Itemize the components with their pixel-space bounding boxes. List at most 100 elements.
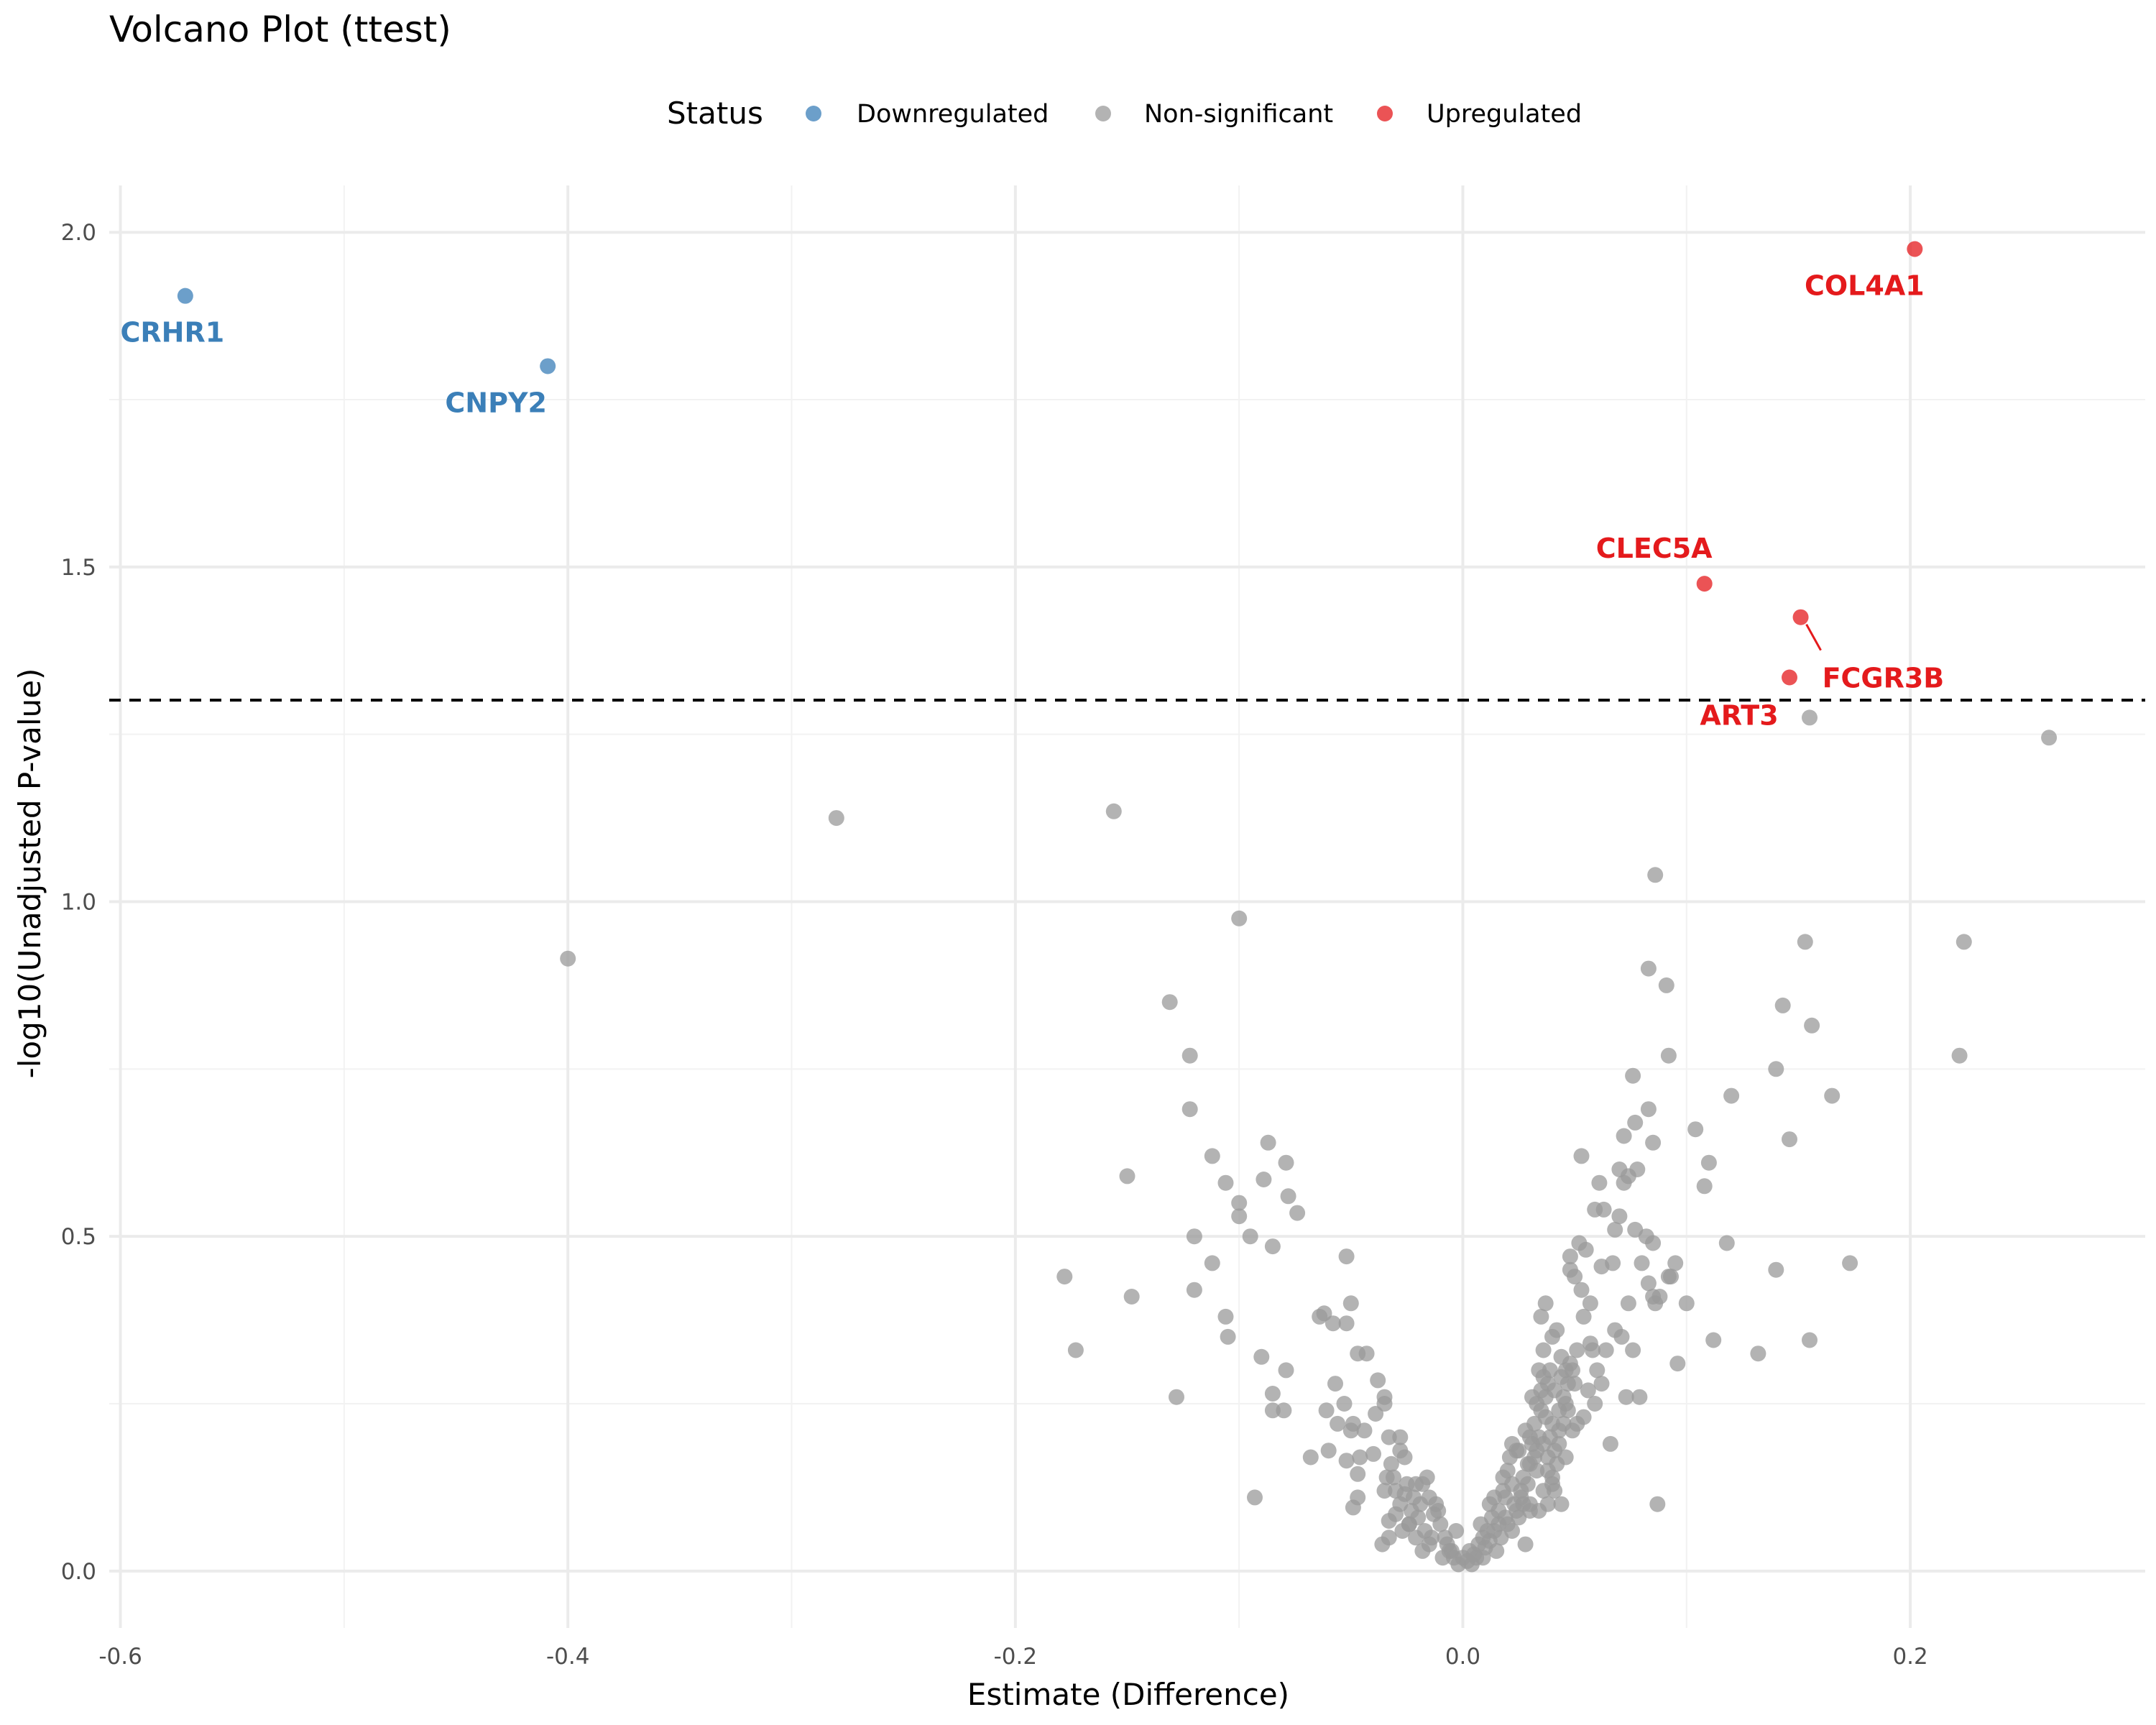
data-point-non-significant <box>2041 730 2058 746</box>
data-point-non-significant <box>1625 1067 1641 1084</box>
data-point-non-significant <box>1687 1121 1704 1138</box>
data-point-non-significant <box>1473 1516 1489 1532</box>
data-point-non-significant <box>1381 1530 1397 1546</box>
data-point-non-significant <box>1631 1389 1648 1405</box>
data-point-non-significant <box>1408 1476 1424 1492</box>
data-point-non-significant <box>828 810 844 827</box>
legend-title: Status <box>667 96 763 131</box>
data-point-non-significant <box>1342 1295 1359 1312</box>
data-point-non-significant <box>1386 1469 1401 1486</box>
data-point-non-significant <box>1325 1315 1341 1332</box>
data-point-non-significant <box>1181 1101 1198 1118</box>
y-tick-label: 0.0 <box>61 1559 96 1585</box>
data-point-non-significant <box>1181 1047 1198 1064</box>
data-point-non-significant <box>1824 1087 1841 1104</box>
data-point-non-significant <box>1705 1332 1722 1348</box>
data-point-non-significant <box>1105 803 1122 819</box>
data-point-non-significant <box>1186 1282 1202 1298</box>
x-tick-label: -0.2 <box>994 1644 1038 1670</box>
data-point-non-significant <box>1517 1422 1534 1439</box>
data-point-non-significant <box>1338 1315 1355 1332</box>
data-point-non-significant <box>1768 1061 1784 1077</box>
data-point-non-significant <box>1582 1335 1598 1352</box>
data-point-non-significant <box>1231 1208 1248 1225</box>
data-point-non-significant <box>1573 1148 1590 1164</box>
data-point-non-significant <box>1204 1255 1220 1271</box>
data-point-non-significant <box>1640 960 1657 977</box>
data-point-non-significant <box>1700 1154 1717 1171</box>
data-point-non-significant <box>1280 1188 1296 1205</box>
data-point-non-significant <box>1531 1362 1547 1379</box>
data-point-non-significant <box>1356 1422 1373 1439</box>
data-point-non-significant <box>1253 1348 1270 1365</box>
data-point-non-significant <box>1448 1523 1465 1539</box>
data-point-non-significant <box>1338 1453 1355 1469</box>
data-point-non-significant <box>1667 1255 1684 1271</box>
data-point-non-significant <box>1658 977 1674 993</box>
data-point-non-significant <box>1260 1134 1276 1151</box>
data-point-non-significant <box>1231 1195 1248 1211</box>
data-point-non-significant <box>1663 1269 1679 1285</box>
data-points <box>177 241 2058 1573</box>
data-point-non-significant <box>1618 1389 1634 1405</box>
data-point-non-significant <box>1342 1422 1359 1439</box>
data-point-non-significant <box>1508 1443 1525 1459</box>
data-point-non-significant <box>1352 1449 1368 1466</box>
data-point-non-significant <box>1264 1238 1281 1255</box>
data-point-non-significant <box>1264 1402 1281 1419</box>
legend: Status Downregulated Non-significant Upr… <box>667 96 1582 131</box>
data-point-non-significant <box>1660 1047 1677 1064</box>
data-point-art3 <box>1782 669 1798 686</box>
data-point-non-significant <box>1723 1087 1740 1104</box>
x-tick-label: 0.0 <box>1445 1644 1480 1670</box>
data-point-cnpy2 <box>540 358 556 374</box>
data-point-non-significant <box>1802 709 1818 726</box>
data-point-non-significant <box>1511 1509 1527 1526</box>
data-point-non-significant <box>1376 1483 1393 1499</box>
data-point-non-significant <box>1338 1248 1355 1265</box>
data-point-non-significant <box>1537 1295 1554 1312</box>
y-tick-label: 2.0 <box>61 220 96 246</box>
data-point-non-significant <box>1365 1445 1381 1462</box>
data-point-non-significant <box>1358 1346 1375 1362</box>
data-point-non-significant <box>1582 1295 1598 1312</box>
data-point-non-significant <box>1220 1328 1236 1345</box>
legend-swatch-non-significant <box>1095 106 1111 121</box>
data-point-non-significant <box>1161 994 1178 1011</box>
gene-label-fcgr3b: FCGR3B <box>1823 663 1945 694</box>
data-point-non-significant <box>1551 1422 1567 1439</box>
data-point-non-significant <box>1640 1275 1657 1292</box>
data-point-non-significant <box>1774 997 1791 1013</box>
data-point-non-significant <box>1278 1154 1294 1171</box>
data-point-non-significant <box>1569 1342 1585 1358</box>
data-point-non-significant <box>1587 1396 1603 1412</box>
data-point-non-significant <box>1330 1415 1346 1432</box>
label-connector-fcgr3b <box>1805 623 1822 651</box>
data-point-non-significant <box>1396 1486 1413 1502</box>
data-point-non-significant <box>1750 1346 1766 1362</box>
data-point-non-significant <box>1408 1530 1424 1546</box>
legend-swatch-upregulated <box>1377 106 1393 121</box>
y-tick-labels: 0.0 0.5 1.0 1.5 2.0 <box>61 220 96 1585</box>
data-point-non-significant <box>1535 1342 1552 1358</box>
data-point-non-significant <box>1318 1402 1335 1419</box>
data-point-non-significant <box>1602 1435 1618 1452</box>
data-point-non-significant <box>1119 1168 1135 1184</box>
data-point-non-significant <box>1647 867 1664 883</box>
data-point-non-significant <box>1336 1396 1353 1412</box>
data-point-non-significant <box>1565 1362 1580 1379</box>
data-point-non-significant <box>1327 1376 1343 1392</box>
data-point-non-significant <box>1782 1131 1797 1148</box>
data-point-non-significant <box>1797 934 1813 950</box>
data-point-non-significant <box>1640 1101 1657 1118</box>
data-point-non-significant <box>1242 1228 1258 1245</box>
data-point-non-significant <box>1589 1362 1606 1379</box>
data-point-non-significant <box>1217 1174 1234 1191</box>
y-tick-label: 1.0 <box>61 890 96 916</box>
data-point-non-significant <box>1504 1476 1520 1492</box>
data-point-non-significant <box>1519 1476 1536 1492</box>
x-tick-labels: -0.6 -0.4 -0.2 0.0 0.2 <box>98 1644 1927 1670</box>
data-point-non-significant <box>1629 1162 1646 1177</box>
legend-swatch-downregulated <box>806 106 821 121</box>
data-point-non-significant <box>1842 1255 1858 1271</box>
